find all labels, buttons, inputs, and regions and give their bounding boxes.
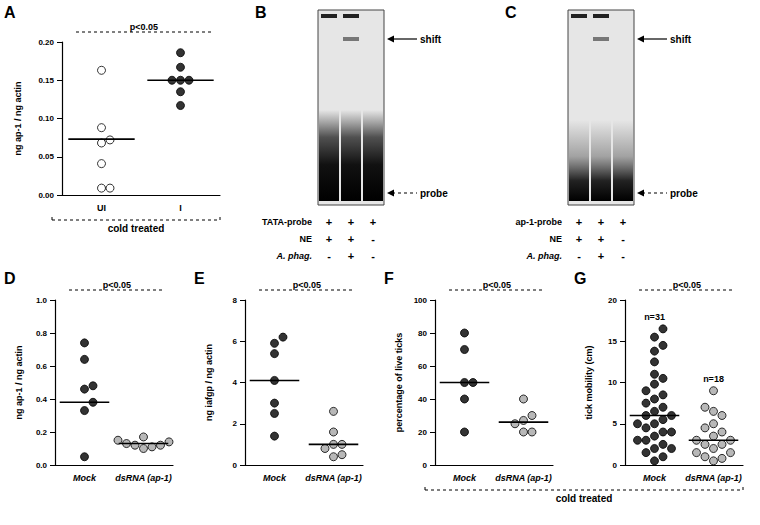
svg-text:Mock: Mock [73,473,97,483]
svg-text:-: - [371,233,375,245]
svg-text:tick mobility (cm): tick mobility (cm) [584,345,594,419]
svg-text:shift: shift [670,34,692,45]
svg-text:TATA-probe: TATA-probe [262,217,312,227]
svg-text:A. phag.: A. phag. [276,251,313,261]
svg-text:p<0.05: p<0.05 [103,280,131,290]
svg-text:ap-1-probe: ap-1-probe [515,217,562,227]
svg-text:-: - [577,250,581,262]
svg-text:ng iafgp / ng actin: ng iafgp / ng actin [204,344,214,421]
svg-text:0.6: 0.6 [36,362,48,371]
svg-text:-: - [327,250,331,262]
svg-text:ng ap-1 / ng actin: ng ap-1 / ng actin [14,345,24,419]
svg-text:n=31: n=31 [644,312,665,322]
svg-text:p<0.05: p<0.05 [673,280,701,290]
svg-text:E: E [194,270,205,287]
svg-text:p<0.05: p<0.05 [483,280,511,290]
svg-text:+: + [370,216,376,228]
svg-text:0.8: 0.8 [36,329,48,338]
svg-text:n=18: n=18 [703,374,724,384]
svg-text:cold treated: cold treated [556,493,613,504]
svg-text:0.20: 0.20 [38,38,54,47]
svg-text:0: 0 [613,461,618,470]
svg-text:NE: NE [299,234,312,244]
svg-text:+: + [598,233,604,245]
svg-text:+: + [326,216,332,228]
svg-text:0.4: 0.4 [36,395,48,404]
svg-text:2: 2 [233,419,238,428]
svg-text:100: 100 [414,296,428,305]
svg-text:A. phag.: A. phag. [526,251,563,261]
svg-text:+: + [348,250,354,262]
svg-text:+: + [598,216,604,228]
svg-text:+: + [348,216,354,228]
svg-text:0.2: 0.2 [36,428,48,437]
svg-text:5: 5 [613,419,618,428]
svg-text:20: 20 [418,428,427,437]
svg-text:+: + [326,233,332,245]
svg-text:p<0.05: p<0.05 [130,22,158,32]
svg-text:Mock: Mock [643,473,667,483]
svg-text:G: G [574,270,586,287]
svg-text:20: 20 [608,296,617,305]
svg-text:B: B [255,4,267,21]
svg-text:NE: NE [549,234,562,244]
svg-text:-: - [621,250,625,262]
svg-text:4: 4 [233,378,238,387]
svg-text:0.05: 0.05 [38,152,54,161]
svg-text:0.15: 0.15 [38,76,54,85]
svg-text:cold treated: cold treated [108,223,165,234]
svg-text:probe: probe [670,188,698,199]
svg-text:40: 40 [418,395,427,404]
svg-text:15: 15 [608,337,617,346]
svg-text:ng ap-1 / ng actin: ng ap-1 / ng actin [13,81,23,155]
svg-text:I: I [179,203,182,213]
svg-text:8: 8 [233,296,238,305]
svg-text:probe: probe [420,188,448,199]
svg-text:dsRNA (ap-1): dsRNA (ap-1) [305,473,362,483]
svg-text:F: F [384,270,394,287]
svg-text:-: - [371,250,375,262]
svg-text:shift: shift [420,34,442,45]
svg-text:dsRNA (ap-1): dsRNA (ap-1) [685,473,742,483]
svg-text:80: 80 [418,329,427,338]
svg-text:+: + [348,233,354,245]
svg-text:0: 0 [423,461,428,470]
svg-text:0.00: 0.00 [38,191,54,200]
svg-text:0: 0 [233,461,238,470]
svg-text:Mock: Mock [263,473,287,483]
svg-text:dsRNA (ap-1): dsRNA (ap-1) [495,473,552,483]
svg-text:D: D [4,270,16,287]
svg-text:0.0: 0.0 [36,461,48,470]
svg-text:C: C [505,4,517,21]
svg-text:p<0.05: p<0.05 [293,280,321,290]
svg-text:10: 10 [608,378,617,387]
svg-text:6: 6 [233,337,238,346]
svg-text:1.0: 1.0 [36,296,48,305]
svg-text:+: + [576,216,582,228]
svg-text:+: + [598,250,604,262]
svg-text:Mock: Mock [453,473,477,483]
svg-text:UI: UI [97,203,106,213]
svg-text:dsRNA (ap-1): dsRNA (ap-1) [115,473,172,483]
svg-text:-: - [621,233,625,245]
svg-text:+: + [620,216,626,228]
svg-text:percentage of live ticks: percentage of live ticks [394,333,404,433]
svg-text:A: A [4,4,16,21]
svg-text:60: 60 [418,362,427,371]
svg-text:+: + [576,233,582,245]
svg-text:0.10: 0.10 [38,114,54,123]
